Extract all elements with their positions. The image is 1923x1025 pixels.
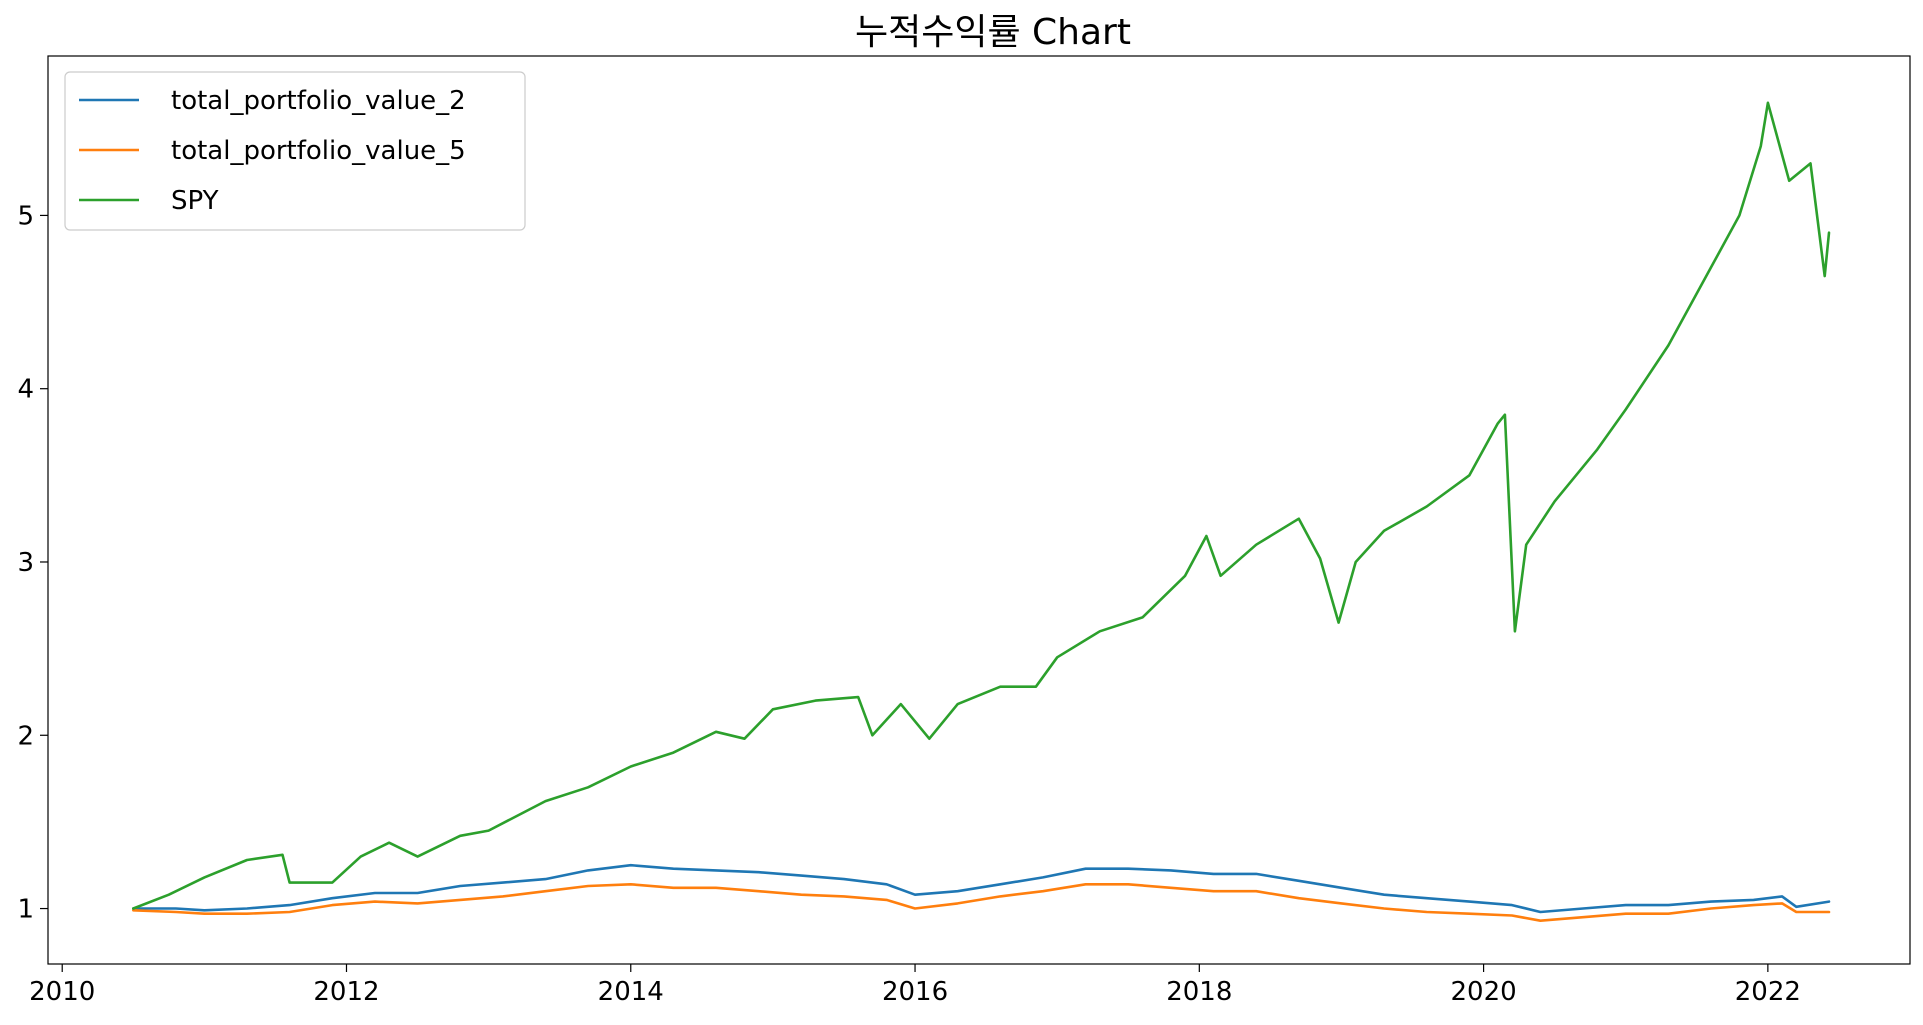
x-tick-label: 2020 <box>1451 977 1517 1007</box>
y-tick-label: 5 <box>17 201 34 231</box>
series-line-1 <box>132 863 1831 914</box>
y-tick-label: 3 <box>17 548 34 578</box>
series-layer <box>132 101 1831 922</box>
legend: total_portfolio_value_2 total_portfolio_v… <box>64 71 526 231</box>
legend-label: total_portfolio_value_5 <box>171 136 466 166</box>
x-axis: 2010 2012 2014 2016 2018 2020 2022 <box>29 964 1801 1007</box>
legend-label: SPY <box>171 186 219 216</box>
x-tick-label: 2022 <box>1735 977 1801 1007</box>
y-tick-label: 2 <box>17 721 34 751</box>
plot-frame <box>47 55 1911 965</box>
chart-title: 누적수익률 Chart <box>855 12 1131 53</box>
y-tick-label: 4 <box>17 375 34 405</box>
legend-box <box>64 71 526 231</box>
x-tick-label: 2018 <box>1166 977 1232 1007</box>
series-line-3 <box>132 101 1831 910</box>
y-axis: 1 2 3 4 5 <box>17 201 48 925</box>
legend-label: total_portfolio_value_2 <box>171 86 466 116</box>
x-tick-label: 2016 <box>882 977 948 1007</box>
x-tick-label: 2010 <box>29 977 95 1007</box>
series-line-2 <box>132 883 1831 922</box>
y-tick-label: 1 <box>17 895 34 925</box>
x-tick-label: 2014 <box>598 977 664 1007</box>
x-tick-label: 2012 <box>313 977 379 1007</box>
